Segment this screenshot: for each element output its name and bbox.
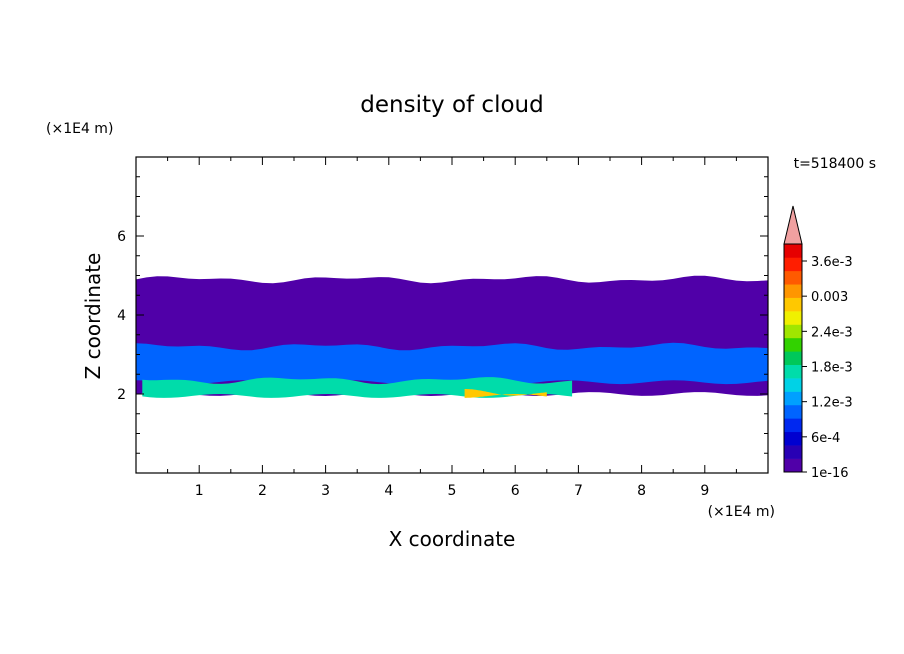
cloud-layer-3 [464,389,547,398]
x-tick-label: 1 [195,483,204,499]
chart-title: density of cloud [360,92,543,118]
x-tick-label: 4 [384,483,393,499]
x-tick-label: 5 [448,483,457,499]
y-tick-label: 2 [117,387,126,403]
y-tick-label: 6 [117,229,126,245]
colorbar-label: 6e-4 [811,431,840,446]
x-tick-label: 9 [700,483,709,499]
x-ticks: 1 2 3 4 5 6 7 8 9 [167,157,737,499]
colorbar: 1e-16 6e-4 1.2e-3 1.8e-3 2.4e-3 0.003 3.6e-3 [783,205,853,481]
x-tick-label: 3 [321,483,330,499]
colorbar-over-arrow [783,205,803,245]
y-tick-label: 4 [117,308,126,324]
x-axis-label: X coordinate [389,527,516,551]
colorbar-segment [784,284,802,298]
colorbar-segment [784,297,802,312]
colorbar-label: 1e-16 [811,466,849,481]
time-label: t=518400 s [794,156,876,172]
colorbar-label: 0.003 [811,290,848,305]
colorbar-segment [784,270,802,285]
colorbar-segment [784,311,802,325]
colorbar-label: 2.4e-3 [811,325,853,340]
y-ticks: 2 4 6 [117,176,768,454]
cloud-field [136,275,768,398]
colorbar-segment [784,418,802,433]
x-unit-label: (×1E4 m) [708,504,775,520]
colorbar-segment [784,378,802,392]
colorbar-label: 1.2e-3 [811,396,853,411]
colorbar-segment [784,364,802,379]
y-unit-label: (×1E4 m) [46,121,113,137]
colorbar-segment [784,337,802,352]
x-tick-label: 2 [258,483,267,499]
colorbar-segment [784,351,802,365]
x-tick-label: 6 [511,483,520,499]
x-tick-label: 8 [637,483,646,499]
y-axis-label: Z coordinate [81,253,105,380]
colorbar-segment [784,324,802,339]
colorbar-segment [784,404,802,419]
colorbar-label: 1.8e-3 [811,361,853,376]
colorbar-segment [784,431,802,446]
colorbar-segment [784,257,802,272]
colorbar-segment [784,244,802,258]
colorbar-label: 3.6e-3 [811,255,853,270]
colorbar-frame [783,243,803,473]
x-tick-label: 7 [574,483,583,499]
cloud-layer-1 [136,342,768,385]
colorbar-segment [784,458,802,473]
colorbar-segment [784,391,802,406]
colorbar-segment [784,445,802,459]
